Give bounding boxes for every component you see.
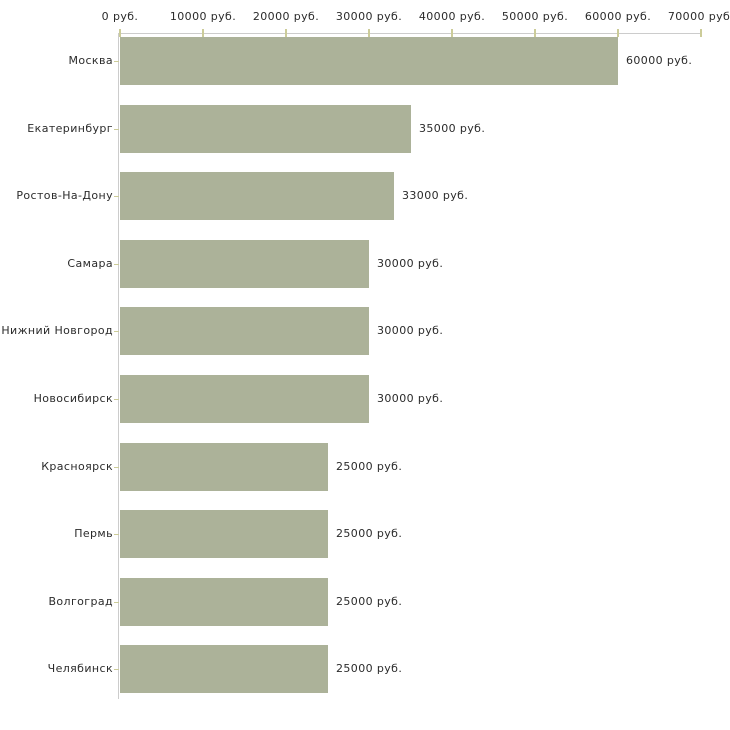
bar [120, 307, 369, 356]
category-label: Самара [67, 256, 113, 270]
bar [120, 510, 328, 559]
category-label: Москва [68, 54, 113, 67]
bar-value-label: 35000 руб. [419, 121, 486, 135]
x-axis-tick-mark [368, 29, 370, 37]
bar [120, 104, 411, 153]
category-label: Пермь [74, 527, 113, 541]
bar [120, 577, 328, 626]
x-axis-tick-mark [700, 29, 702, 37]
x-axis-tick-mark [285, 29, 287, 37]
x-axis-tick-label: 0 руб. [101, 10, 139, 23]
category-label: Красноярск [41, 459, 113, 473]
bar [120, 239, 369, 288]
category-tick-mark [114, 669, 119, 671]
category-tick-mark [114, 263, 119, 265]
x-axis-tick-label: 70000 руб. [667, 10, 730, 23]
category-tick-mark [114, 399, 119, 400]
x-axis-tick-label: 10000 руб. [169, 10, 237, 23]
x-axis-tick-mark [451, 29, 453, 37]
category-tick-mark [114, 128, 119, 130]
x-axis-tick-label: 20000 руб. [252, 10, 320, 23]
x-axis-tick-mark [202, 29, 204, 37]
bar-value-label: 25000 руб. [336, 662, 403, 676]
category-tick-mark [114, 196, 119, 198]
category-label: Ростов-На-Дону [16, 189, 113, 203]
x-axis-tick-mark [617, 29, 619, 37]
x-axis-tick-mark [119, 29, 121, 37]
bar-value-label: 25000 руб. [336, 594, 403, 608]
category-tick-mark [114, 61, 119, 62]
bar-value-label: 60000 руб. [626, 54, 693, 67]
bar [120, 375, 369, 423]
x-axis-tick-label: 30000 руб. [335, 10, 403, 23]
category-tick-mark [114, 601, 119, 603]
category-label: Нижний Новгород [1, 324, 113, 338]
category-tick-mark [114, 466, 119, 468]
bar [120, 37, 618, 85]
x-axis-tick-mark [534, 29, 536, 37]
bar [120, 442, 328, 491]
x-axis-line [118, 33, 702, 34]
x-axis-tick-label: 60000 руб. [584, 10, 652, 23]
category-tick-mark [114, 534, 119, 536]
bar-value-label: 30000 руб. [377, 392, 444, 405]
bar-value-label: 30000 руб. [377, 324, 444, 338]
y-axis-line [118, 33, 119, 699]
category-label: Новосибирск [33, 392, 113, 405]
category-label: Екатеринбург [27, 121, 113, 135]
category-label: Волгоград [48, 594, 113, 608]
category-label: Челябинск [47, 662, 113, 676]
bar [120, 172, 394, 221]
bar [120, 645, 328, 694]
bar-value-label: 33000 руб. [402, 189, 469, 203]
x-axis-tick-label: 40000 руб. [418, 10, 486, 23]
category-tick-mark [114, 331, 119, 333]
x-axis-tick-label: 50000 руб. [501, 10, 569, 23]
bar-value-label: 30000 руб. [377, 256, 444, 270]
bar-value-label: 25000 руб. [336, 459, 403, 473]
bar-value-label: 25000 руб. [336, 527, 403, 541]
